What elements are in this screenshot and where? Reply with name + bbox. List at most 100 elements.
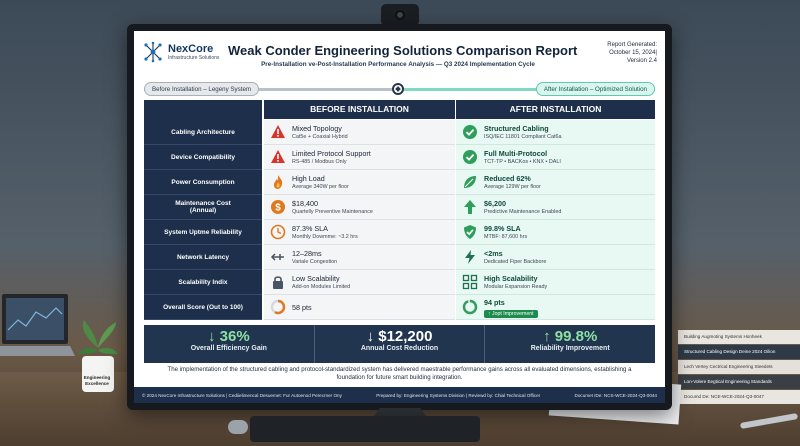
monitor: NexCore Infrastructure Solutions Weak Co… [127, 24, 672, 410]
conclusion-text: The implementation of the structured cab… [167, 366, 632, 381]
after-cell: 94 pts ↑ Jopt Improvement [456, 295, 655, 320]
after-cell: High Scalability Modular Expansion Ready [456, 270, 655, 295]
footer-prepared-by: Prepared by: Engineering Systems Divisio… [376, 392, 541, 398]
arrow-up-icon [462, 199, 478, 215]
summary-efficiency: ↓ 36% Overall Efficiency Gain [144, 325, 315, 363]
criteria-column [144, 100, 262, 320]
summary-value: ↑ 99.8% [543, 328, 598, 345]
after-value: 94 pts [484, 298, 505, 307]
before-detail: RS-485 / Modbus Only [292, 159, 347, 165]
potted-plant [78, 320, 118, 392]
book-spine: Lon-Volere Eegtical Engineering Standard… [678, 375, 800, 389]
after-detail: TCT-TP • BACKos • KNX • DALI [484, 159, 561, 165]
report-header: NexCore Infrastructure Solutions Weak Co… [134, 31, 665, 83]
after-cell: $6,200 Predictive Maintenance Enabled [456, 195, 655, 220]
summary-value: ↓ $12,200 [366, 328, 433, 345]
before-cell: High Load Average 340W per floor [264, 170, 455, 195]
phase-timeline: Before Installation – Legeny System Afte… [144, 82, 655, 96]
table-row: Network Latency 12–28ms Variale Congestion… [144, 245, 655, 270]
meta-version: Version 2.4 [626, 58, 657, 64]
after-detail: Modular Expansion Ready [484, 284, 548, 290]
summary-reliability: ↑ 99.8% Reliability Improvement [485, 325, 655, 363]
phase-node-icon [392, 83, 404, 95]
meta-date: October 15, 2024| [609, 50, 657, 56]
laptop [0, 294, 75, 356]
after-cell: Structured Cabling ISQ/IEC 11801 Complian… [456, 120, 655, 145]
brand-logo: NexCore Infrastructure Solutions [142, 41, 219, 63]
before-detail: Cat5e + Coaxial Hybrid [292, 134, 348, 140]
leaf-icon [462, 174, 478, 190]
after-value: Full Multi-Protocol [484, 149, 548, 158]
report-title: Weak Conder Engineering Solutions Compar… [228, 43, 578, 58]
before-value: Mixed Topology [292, 124, 342, 133]
table-row: System Uptme Reliability 87.3% SLA Monthly… [144, 220, 655, 245]
phase-after-pill: After Installation – Optimized Solution [535, 82, 655, 96]
criteria-label: Cabling Architecture [144, 120, 262, 145]
before-value: $18,400 [292, 199, 318, 208]
svg-text:$: $ [275, 203, 281, 214]
webcam [381, 4, 419, 26]
after-value: High Scalability [484, 274, 538, 283]
after-detail: ISQ/IEC 11801 Compliant Cat6a [484, 134, 562, 140]
before-cell: Mixed Topology Cat5e + Coaxial Hybrid [264, 120, 455, 145]
before-detail: Quartelly Preventive Maintenance [292, 209, 373, 215]
table-row: Maintenance Cost (Annual) $ $18,400 Quartel… [144, 195, 655, 220]
before-value: Low Scalability [292, 274, 340, 283]
summary-value: ↓ 36% [207, 328, 250, 345]
book-stack: Building Augmoting Systems Honheek Struc… [678, 330, 800, 406]
brand-name: NexCore [168, 42, 214, 55]
footer-document-id: Documet IDe: NCS-WCE-2024-Q3-0044 [574, 392, 657, 398]
before-value: 87.3% SLA [292, 224, 328, 233]
shield-check-icon [462, 224, 478, 240]
before-cell: $ $18,400 Quartelly Preventive Maintenance [264, 195, 455, 220]
report-subtitle: Pre-Installation ve-Post-Installation Pe… [261, 61, 535, 68]
mug-label: Engineering Excellence [83, 375, 111, 386]
before-value: High Load [292, 174, 325, 183]
book-spine: Lech Vertey Cectrical Engineering Steede… [678, 360, 800, 374]
comparison-table: BEFORE INSTALLATION AFTER INSTALLATION C… [144, 100, 655, 320]
clock-icon [270, 224, 286, 240]
after-value: Structured Cabling [484, 124, 549, 133]
flame-icon [270, 174, 286, 190]
after-detail: Average 129W per floor [484, 184, 541, 190]
phase-before-pill: Before Installation – Legeny System [144, 82, 260, 96]
table-row: Overall Score (Out to 100) 58 pts 94 pts ↑ … [144, 295, 655, 320]
mouse [228, 420, 248, 434]
network-logo-icon [144, 41, 162, 63]
criteria-label: Maintenance Cost (Annual) [144, 195, 262, 220]
report-meta: Report Generated: October 15, 2024| Vers… [607, 41, 657, 65]
check-circle-icon [462, 149, 478, 165]
summary-label: Overall Efficiency Gain [190, 345, 267, 352]
before-detail: Variale Congestion [292, 259, 338, 265]
before-cell: 87.3% SLA Monthly Dowmme: ~3.2 hrs [264, 220, 455, 245]
criteria-label: Device Compatibility [144, 145, 262, 170]
after-detail: MTBF: 87,600 hrs [484, 234, 528, 240]
summary-label: Annual Cost Reduction [360, 345, 439, 352]
summary-band: ↓ 36% Overall Efficiency Gain ↓ $12,200 … [144, 325, 655, 363]
after-cell: Reduced 62% Average 129W per floor [456, 170, 655, 195]
book-spine: Structured Cabling Design Deine 2024 Oil… [678, 345, 800, 359]
improvement-badge: ↑ Jopt Improvement [484, 310, 538, 318]
before-cell: Low Scalability Add-on Modules Limited [264, 270, 455, 295]
before-cell: 58 pts [264, 295, 455, 320]
after-detail: Dedicated Fiper Backbore [484, 259, 547, 265]
after-cell: <2ms Dedicated Fiper Backbore [456, 245, 655, 270]
after-value: 99.8% SLA [484, 224, 521, 233]
score-ring-icon [462, 299, 478, 315]
lightning-icon [462, 249, 478, 265]
grid-icon [462, 274, 478, 290]
report-footer: © 2024 NexCore Infrastructure Solutions … [134, 387, 665, 403]
score-ring-icon [270, 299, 286, 315]
after-detail: Predictive Maintenance Enabled [484, 209, 562, 215]
after-value: $6,200 [484, 199, 506, 208]
keyboard [250, 416, 480, 442]
brand-tagline: Infrastructure Solutions [168, 54, 220, 61]
book-spine: Building Augmoting Systems Honheek [678, 330, 800, 344]
before-header: BEFORE INSTALLATION [264, 100, 455, 119]
summary-cost: ↓ $12,200 Annual Cost Reduction [315, 325, 486, 363]
after-value: <2ms [484, 249, 503, 258]
book-spine: Documd De: NCE-WCE-2024-Q3-0047 [678, 390, 800, 404]
table-row: Cabling Architecture Mixed Topology Cat5e … [144, 120, 655, 145]
before-cell: 12–28ms Variale Congestion [264, 245, 455, 270]
before-detail: Monthly Dowmme: ~3.2 hrs [292, 234, 358, 240]
